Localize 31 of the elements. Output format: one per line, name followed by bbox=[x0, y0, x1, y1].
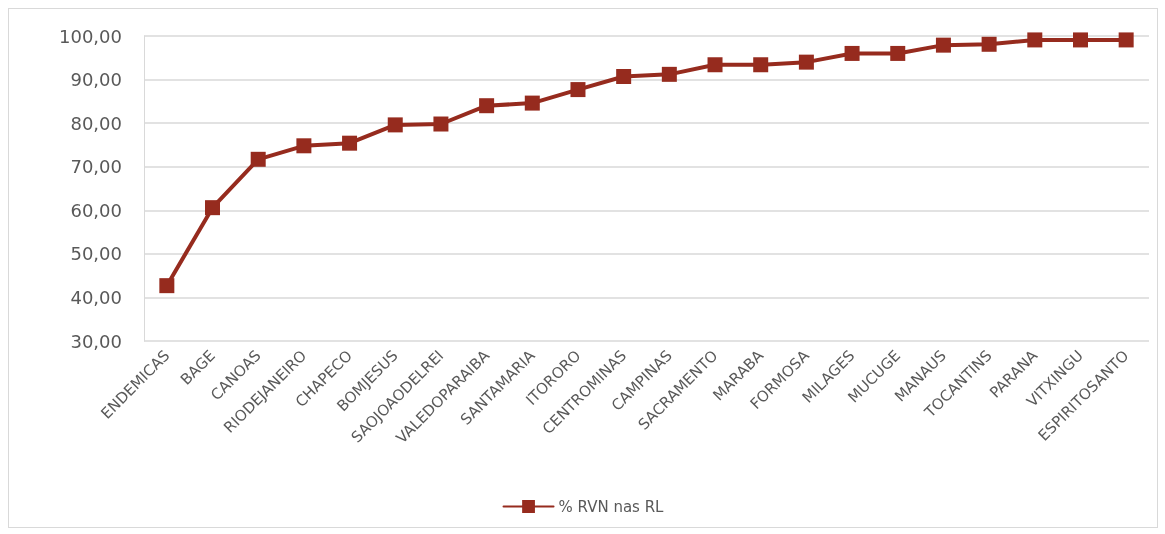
point bbox=[205, 200, 221, 216]
point bbox=[159, 278, 175, 294]
point bbox=[524, 95, 540, 111]
point bbox=[433, 116, 449, 132]
point bbox=[935, 37, 951, 53]
y-tick-label: 100,00 bbox=[59, 25, 122, 47]
point bbox=[296, 138, 312, 154]
y-tick-label: 50,00 bbox=[70, 243, 122, 265]
y-tick-label: 40,00 bbox=[70, 286, 122, 308]
point bbox=[342, 135, 358, 151]
point bbox=[753, 57, 769, 73]
point bbox=[890, 45, 906, 61]
point bbox=[798, 54, 814, 70]
point bbox=[570, 82, 586, 98]
y-tick-label: 70,00 bbox=[70, 156, 122, 178]
point bbox=[1027, 32, 1043, 48]
point bbox=[844, 45, 860, 61]
y-tick-label: 90,00 bbox=[70, 69, 122, 91]
point bbox=[1072, 32, 1088, 48]
point bbox=[387, 117, 403, 133]
point bbox=[479, 98, 495, 114]
y-tick-label: 60,00 bbox=[70, 199, 122, 221]
point bbox=[661, 66, 677, 82]
point bbox=[707, 57, 723, 73]
point bbox=[616, 69, 632, 85]
point bbox=[1118, 32, 1134, 48]
legend-label: % RVN nas RL bbox=[558, 497, 665, 516]
y-tick-label: 30,00 bbox=[70, 330, 122, 352]
point bbox=[981, 36, 997, 52]
point bbox=[250, 151, 266, 167]
y-tick-label: 80,00 bbox=[70, 112, 122, 134]
